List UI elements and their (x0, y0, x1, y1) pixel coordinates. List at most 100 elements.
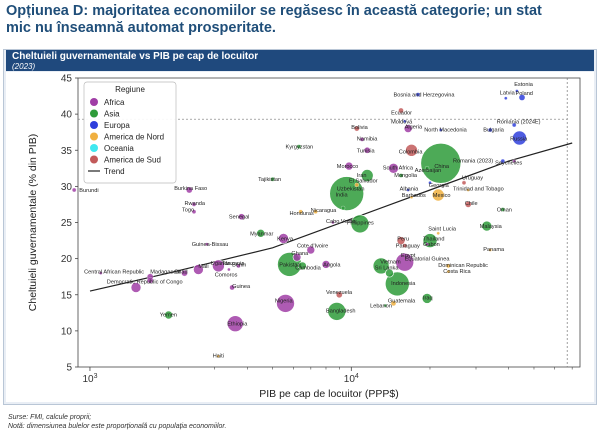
legend-swatch (90, 98, 98, 106)
point-label: Mali (198, 264, 208, 270)
point-label: Estonia (514, 82, 534, 88)
point-philippines (350, 214, 370, 234)
legend-title: Regiune (115, 85, 145, 94)
point-label: Peru (397, 236, 409, 242)
point-colombia (405, 144, 418, 157)
point-label: Guatemala (388, 299, 416, 305)
point-bulgaria (488, 127, 493, 133)
y-tick-label: 40 (61, 110, 73, 121)
point-moldova (403, 119, 407, 123)
point-label: Myanmar (250, 231, 273, 237)
point-label: Morocco (337, 164, 358, 170)
point-label: Dominican Republic (438, 263, 488, 269)
point-label: South Africa (383, 166, 414, 172)
point-label: Iran (357, 173, 367, 179)
point-namibia (359, 137, 365, 142)
headline-line-2: mic nu înseamnă automat prosperitate. (6, 20, 276, 36)
point-azerbaijan (424, 166, 430, 171)
point-label: Nigeria (275, 299, 294, 305)
point-democratic-republic-of-congo (130, 282, 142, 293)
point-label: Nicaragua (311, 208, 337, 214)
point-label: Cote d'Ivoire (297, 244, 328, 250)
point-label: Pakistan (279, 262, 300, 268)
chart-title: Cheltuieli guvernamentale vs PIB pe cap … (12, 51, 259, 62)
point-seychelles (512, 159, 516, 163)
point-uganda (193, 264, 204, 275)
point-india (340, 205, 346, 211)
point-label: Tunisia (357, 148, 376, 154)
legend-swatch (90, 155, 98, 164)
point-panama (488, 248, 492, 252)
point-label: Uganda (211, 261, 231, 267)
point-senegal (238, 213, 245, 220)
point-tunisia (364, 147, 371, 154)
point-albania (406, 188, 410, 192)
x-axis-label: PIB pe cap de locuitor (PPP$) (259, 388, 399, 400)
y-tick-label: 10 (61, 326, 73, 337)
point-label: Ghana (291, 251, 309, 257)
trend-layer (89, 142, 573, 292)
point-label: Central African Republic (84, 270, 144, 276)
y-tick-label: 5 (66, 363, 72, 374)
point-label: Bulgaria (483, 127, 504, 133)
point-nigeria (276, 294, 295, 313)
legend-trend-label: Trend (104, 167, 125, 176)
point-guinea-bissau (205, 242, 209, 246)
point-uruguay (461, 180, 467, 185)
legend-swatch (90, 144, 98, 152)
point-label: Costa Rica (443, 269, 471, 275)
point-indonesia (384, 271, 410, 297)
point-tanzania (212, 259, 225, 273)
point-label: Cambodia (295, 265, 321, 271)
point-label: Lebanon (370, 304, 392, 310)
point-label: Kyrgyzstan (286, 145, 314, 151)
point-label: Haiti (213, 353, 224, 359)
point-ethiopia (227, 315, 244, 332)
point-label: Trinidad and Tobago (453, 187, 504, 193)
point-label: Paraguay (396, 244, 420, 250)
point-guatemala (390, 300, 397, 307)
point-label: Azerbaijan (415, 168, 441, 174)
point-label: Angola (323, 262, 341, 268)
point-peru (396, 236, 406, 245)
point-gabon (425, 242, 429, 246)
point-burundi (72, 187, 77, 193)
point-label: Kenya (277, 236, 294, 242)
point-label: Venezuela (326, 290, 353, 296)
chart-subtitle: (2023) (12, 62, 36, 71)
point-mongolia (398, 173, 404, 178)
axes: 5 10 15 20 25 30 35 40 45 103 104 PIB pe cap de loc… (27, 74, 581, 400)
point-label: Burundi (79, 188, 98, 194)
point-saint-lucia (436, 231, 440, 235)
point-label: Gabon (423, 242, 440, 248)
point-label: Benin (232, 262, 246, 268)
point-label: Barbados (402, 193, 426, 199)
legend-label: Africa (104, 98, 125, 107)
point-label: Saint Lucia (428, 226, 457, 232)
point-label: Madagascar (150, 270, 181, 276)
x-tick-label: 103 (82, 373, 97, 385)
point-label: Mexico (433, 193, 451, 199)
headline-line-1: Opțiunea D: majoritatea economiilor se r… (6, 3, 542, 19)
point-costa-rica (446, 269, 450, 274)
point-label: India (336, 192, 349, 198)
point-label: North Macedonia (424, 127, 467, 133)
bubble-size-note: Notă: dimensiunea bulelor este proporțio… (8, 423, 227, 430)
point-label: Namibia (357, 137, 378, 143)
point-honduras (298, 209, 303, 214)
point-paraguay (402, 243, 407, 248)
point-el-salvador (354, 182, 359, 188)
point-label: Rwanda (185, 201, 206, 207)
point-label: Honduras (290, 211, 314, 217)
point-label: Moldova (391, 119, 413, 125)
point-label: Mongolia (394, 173, 418, 179)
point-myanmar (256, 229, 265, 238)
point-label: Philippines (347, 221, 374, 227)
point-label: Guinea (232, 284, 251, 290)
point-trinidad-and-tobago (466, 188, 470, 192)
scatter-chart: 5 10 15 20 25 30 35 40 45 103 104 PIB pe cap de loc… (6, 72, 594, 402)
point-label: Latvia (500, 90, 516, 96)
point-cambodia (298, 261, 307, 271)
point-label: China (434, 164, 450, 170)
point-georgia (428, 181, 432, 185)
